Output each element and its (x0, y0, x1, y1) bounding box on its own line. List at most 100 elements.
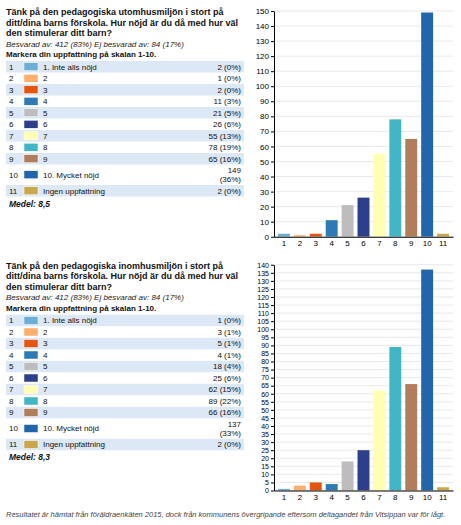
y-tick-mark (271, 321, 274, 322)
y-tick-label: 60 (260, 143, 269, 152)
y-tick-mark (271, 11, 274, 12)
y-tick-mark (271, 237, 274, 238)
value-label: 66 (16%) (209, 408, 242, 417)
legend-swatch (24, 374, 38, 382)
y-tick-label: 105 (257, 318, 269, 325)
y-tick: 120 (256, 52, 274, 61)
x-tick-label: 11 (439, 493, 448, 502)
legend-label: 4 (43, 97, 48, 106)
legend-label: 5 (43, 109, 48, 118)
y-tick: 90 (260, 97, 274, 106)
x-tick-label: 6 (361, 239, 366, 248)
y-tick-label: 75 (261, 366, 269, 373)
bar (358, 450, 370, 490)
legend-row-background (6, 130, 244, 142)
legend-row: 7762 (15%) (6, 384, 244, 396)
y-axis-line (274, 12, 275, 238)
x-tick-label: 5 (345, 239, 350, 248)
y-tick-mark (271, 442, 274, 443)
value-label: 21 (5%) (213, 109, 241, 118)
legend-row-background (6, 153, 244, 165)
y-tick-mark (271, 426, 274, 427)
legend-label: 1. Inte alls nöjd (43, 316, 97, 325)
bar (342, 205, 354, 237)
legend-row-background (6, 439, 244, 451)
text-line: (33%) (220, 429, 242, 438)
bar (405, 384, 417, 490)
bar (310, 482, 322, 490)
legend-swatch (24, 155, 38, 163)
y-tick-mark (271, 313, 274, 314)
legend-row: 9965 (16%) (6, 153, 244, 165)
bar (278, 234, 290, 237)
legend-label: 9 (43, 155, 48, 164)
value-label: 4 (1%) (217, 351, 241, 360)
text-line: 3 (1%) (217, 328, 241, 337)
y-tick-label: 120 (257, 294, 269, 301)
legend-swatch (24, 340, 38, 348)
y-tick-mark (271, 177, 274, 178)
bar-chart: 0510152025303540455055606570758085909510… (257, 261, 453, 502)
legend-row-number: 5 (9, 362, 14, 371)
legend-row-number: 4 (9, 97, 14, 106)
legend-row-background (6, 107, 244, 119)
x-tick: 2 (298, 491, 303, 503)
legend-label: 3 (43, 86, 48, 95)
legend-label: 7 (43, 385, 48, 394)
y-tick: 45 (261, 415, 274, 422)
legend-row: 444 (1%) (9, 351, 241, 360)
y-tick: 40 (261, 423, 274, 430)
y-tick: 15 (261, 463, 274, 470)
value-label: 2 (0%) (217, 187, 241, 196)
legend-row: 11. Inte alls nöjd2 (0%) (6, 61, 244, 73)
value-label: 78 (19%) (209, 143, 242, 152)
bar (421, 270, 433, 491)
text-line: Resultatet är hämtat från föräldraenkäte… (6, 510, 445, 519)
y-tick: 40 (260, 173, 274, 182)
y-tick-label: 140 (256, 22, 270, 31)
x-tick: 3 (314, 491, 319, 503)
y-tick-label: 25 (261, 447, 269, 454)
text-line: 1 (0%) (217, 74, 241, 83)
text-line: 2 (0%) (217, 440, 241, 449)
x-tick: 7 (377, 237, 382, 249)
text-line: Tänk på den pedagogiska utomhusmiljön i … (6, 7, 225, 17)
bar (278, 489, 290, 491)
value-label: 26 (6%) (213, 120, 241, 129)
y-tick-label: 55 (261, 399, 269, 406)
y-tick-label: 50 (260, 158, 269, 167)
y-tick-mark (271, 116, 274, 117)
y-tick-label: 60 (261, 390, 269, 397)
value-label: 149(36%) (220, 166, 242, 184)
legend-row: 5521 (5%) (6, 107, 244, 119)
x-tick: 10 (423, 491, 432, 503)
y-tick: 85 (261, 350, 274, 357)
y-tick-mark (271, 402, 274, 403)
y-tick-mark (271, 329, 274, 330)
y-tick: 140 (257, 261, 274, 268)
y-tick: 35 (261, 431, 274, 438)
x-tick-label: 4 (329, 493, 334, 502)
y-tick-mark (271, 474, 274, 475)
x-axis-line (275, 491, 454, 492)
y-tick-label: 110 (256, 67, 269, 76)
value-label: 89 (22%) (209, 397, 242, 406)
x-tick-label: 10 (423, 493, 432, 502)
y-tick: 75 (261, 366, 274, 373)
y-tick-label: 70 (261, 374, 269, 381)
x-tick: 9 (409, 237, 414, 249)
y-tick-mark (271, 418, 274, 419)
y-tick-mark (271, 353, 274, 354)
annotation: Medel: 8,3 (9, 452, 50, 462)
y-tick: 50 (261, 407, 274, 414)
legend-row-background (6, 185, 244, 197)
y-tick-mark (271, 281, 274, 282)
x-tick: 1 (282, 237, 287, 249)
legend-label: 7 (43, 132, 48, 141)
legend-swatch (24, 109, 38, 117)
text-line: ditt/dina barns förskola. Hur nöjd är du… (6, 18, 238, 28)
y-tick: 120 (257, 294, 274, 301)
legend-label: 1. Inte alls nöjd (43, 63, 97, 72)
legend-row-number: 2 (9, 328, 14, 337)
y-tick-mark (271, 370, 274, 371)
